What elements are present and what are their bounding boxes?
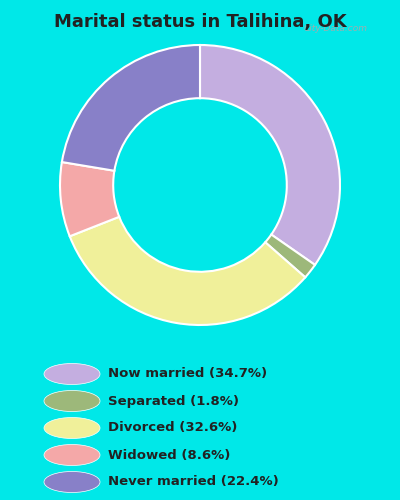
Text: Marital status in Talihina, OK: Marital status in Talihina, OK: [54, 12, 346, 30]
Circle shape: [44, 418, 100, 438]
Text: Divorced (32.6%): Divorced (32.6%): [108, 422, 237, 434]
Wedge shape: [200, 45, 340, 265]
Circle shape: [44, 390, 100, 411]
Text: Widowed (8.6%): Widowed (8.6%): [108, 448, 230, 462]
Wedge shape: [62, 45, 200, 171]
Wedge shape: [265, 234, 315, 278]
Wedge shape: [70, 217, 305, 325]
Text: Now married (34.7%): Now married (34.7%): [108, 368, 267, 380]
Circle shape: [44, 444, 100, 466]
Circle shape: [44, 364, 100, 384]
Text: Never married (22.4%): Never married (22.4%): [108, 476, 279, 488]
Circle shape: [44, 472, 100, 492]
Text: Separated (1.8%): Separated (1.8%): [108, 394, 239, 407]
Wedge shape: [60, 162, 119, 236]
Text: City-Data.com: City-Data.com: [304, 24, 368, 33]
